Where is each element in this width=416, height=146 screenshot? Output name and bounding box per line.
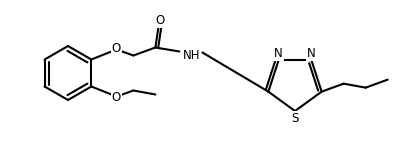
Text: N: N xyxy=(274,47,283,60)
Text: NH: NH xyxy=(183,49,200,62)
Text: O: O xyxy=(112,91,121,104)
Text: O: O xyxy=(155,14,164,27)
Text: O: O xyxy=(112,42,121,55)
Text: N: N xyxy=(307,47,316,60)
Text: S: S xyxy=(291,112,299,125)
